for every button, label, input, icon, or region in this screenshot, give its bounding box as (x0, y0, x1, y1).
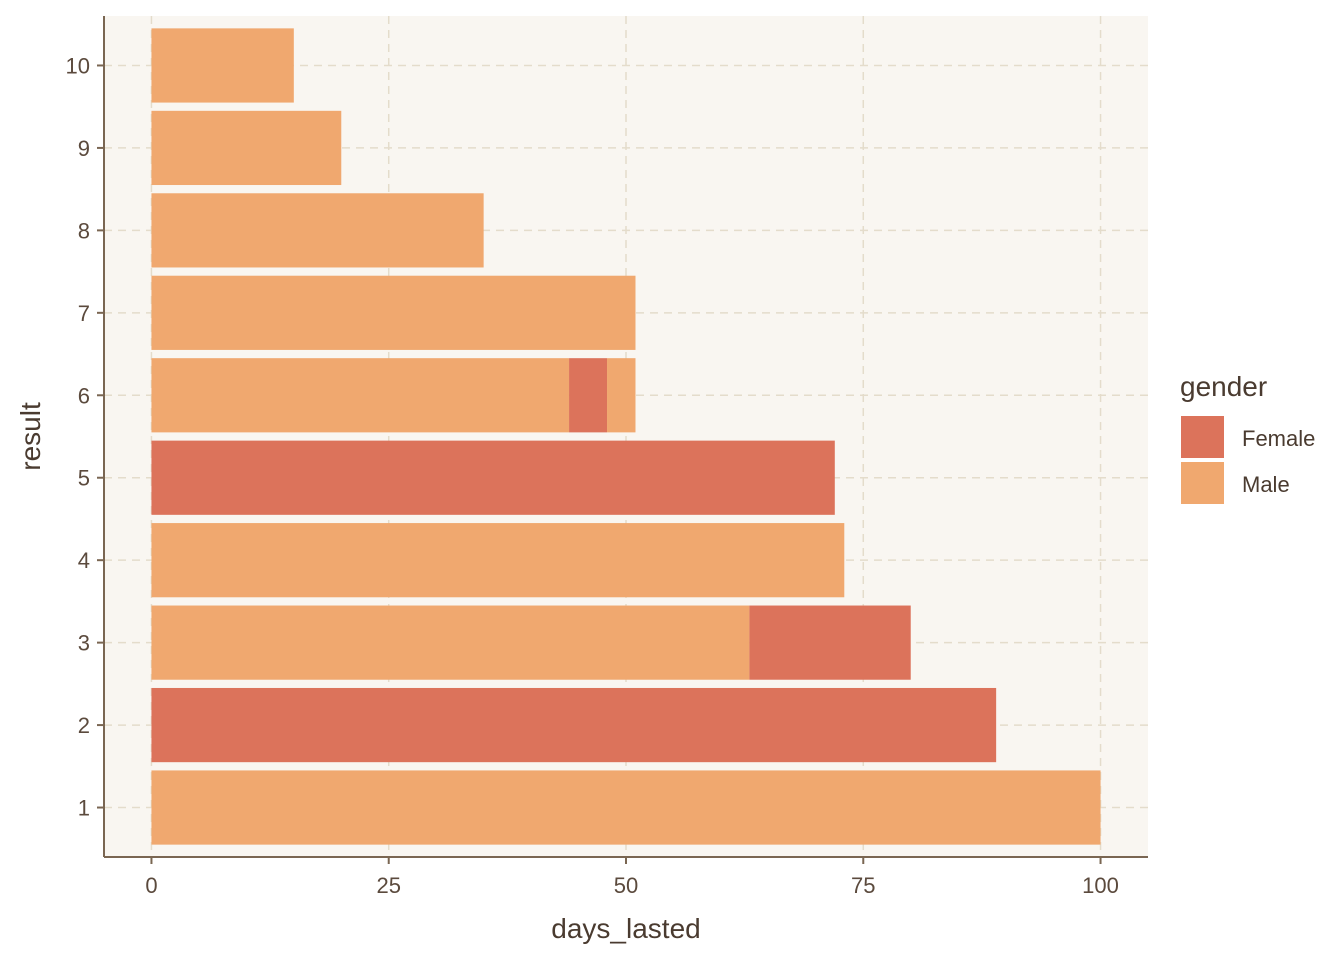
y-axis-title: result (15, 402, 46, 471)
bar-segment-female (151, 687, 997, 763)
y-tick-label: 5 (78, 466, 90, 491)
y-tick-label: 7 (78, 301, 90, 326)
x-tick-label: 75 (851, 873, 875, 898)
bar-segment-male (151, 523, 845, 598)
legend-key-female (1181, 416, 1224, 458)
y-tick-label: 1 (78, 796, 90, 821)
bar-segment-male (151, 110, 342, 186)
y-tick-label: 3 (78, 631, 90, 656)
bars (151, 28, 1101, 845)
x-axis-title: days_lasted (551, 913, 700, 944)
bar-segment-male (151, 770, 1101, 845)
bar-segment-male (151, 275, 636, 350)
bar-segment-female (569, 358, 608, 433)
bar-segment-male (607, 358, 636, 433)
legend-label-female: Female (1242, 426, 1315, 451)
y-tick-label: 6 (78, 383, 90, 408)
legend-key-male (1181, 462, 1224, 504)
bar-segment-female (151, 440, 835, 515)
tick-labels: 0 25 50 75 100 1 2 3 4 5 6 7 8 9 10 (66, 53, 1119, 898)
bar-segment-female (749, 605, 911, 680)
legend: gender Female Male (1180, 371, 1315, 504)
y-tick-label: 8 (78, 218, 90, 243)
x-tick-label: 100 (1082, 873, 1119, 898)
y-tick-label: 9 (78, 136, 90, 161)
legend-title: gender (1180, 371, 1267, 402)
x-tick-label: 0 (145, 873, 157, 898)
x-tick-label: 50 (614, 873, 638, 898)
legend-label-male: Male (1242, 472, 1290, 497)
y-tick-label: 10 (66, 53, 90, 78)
y-tick-label: 4 (78, 548, 90, 573)
bar-segment-male (151, 28, 294, 103)
bar-segment-male (151, 358, 570, 433)
x-tick-label: 25 (376, 873, 400, 898)
bar-segment-male (151, 193, 484, 268)
bar-segment-male (151, 605, 750, 680)
y-tick-label: 2 (78, 713, 90, 738)
axes (97, 16, 1148, 864)
